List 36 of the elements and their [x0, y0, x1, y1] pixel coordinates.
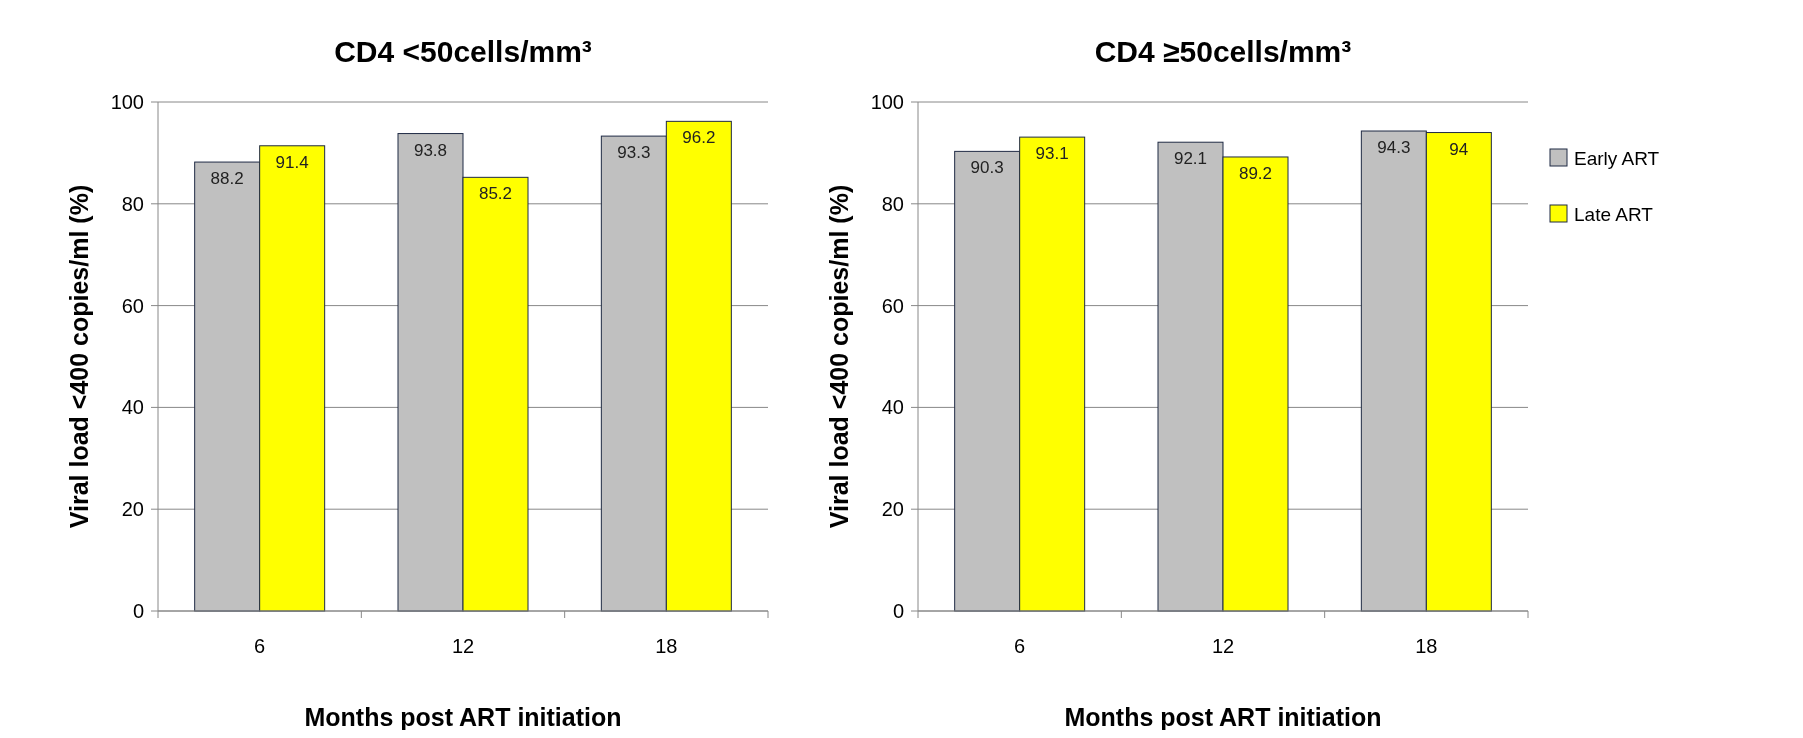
y-tick-label: 60: [881, 294, 904, 317]
data-label: 89.2: [1238, 163, 1273, 183]
y-tick-label: 20: [881, 498, 904, 521]
x-tick-label: 6: [254, 635, 266, 657]
data-label: 85.2: [478, 184, 513, 204]
data-label: 90.3: [970, 158, 1004, 178]
y-axis-title: Viral load <400 copies/ml (%): [825, 184, 853, 529]
x-tick-label: 12: [1211, 635, 1235, 657]
data-label: 91.4: [275, 152, 309, 172]
x-tick-label: 18: [655, 635, 678, 657]
y-tick-label: 40: [881, 396, 904, 419]
data-label: 93.3: [617, 143, 651, 163]
y-axis-title: Viral load <400 copies/ml (%): [65, 184, 93, 529]
y-tick-label: 100: [110, 91, 144, 113]
y-tick-label: 0: [892, 600, 904, 622]
y-tick-label: 80: [881, 192, 904, 215]
y-tick-label: 40: [121, 396, 144, 419]
x-tick-label: 18: [1415, 635, 1438, 657]
data-label: 94: [1449, 139, 1469, 159]
y-tick-label: 80: [121, 192, 144, 215]
data-label: 88.2: [210, 169, 244, 189]
legend-label: Late ART: [1574, 203, 1654, 225]
data-label: 96.2: [682, 128, 716, 148]
y-tick-label: 60: [121, 294, 144, 317]
y-tick-label: 100: [870, 91, 904, 113]
x-tick-label: 12: [451, 635, 475, 657]
data-label: 93.8: [413, 140, 448, 160]
y-tick-label: 0: [132, 600, 144, 622]
data-label: 92.1: [1173, 149, 1208, 169]
x-tick-label: 6: [1014, 635, 1026, 657]
legend-label: Early ART: [1574, 147, 1660, 169]
chart-title: CD4 <50cells/mm³: [334, 35, 592, 68]
chart-title: CD4 ≥50cells/mm³: [1094, 35, 1352, 68]
data-label: 94.3: [1377, 138, 1411, 158]
y-tick-label: 20: [121, 498, 144, 521]
data-label: 93.1: [1035, 144, 1069, 164]
